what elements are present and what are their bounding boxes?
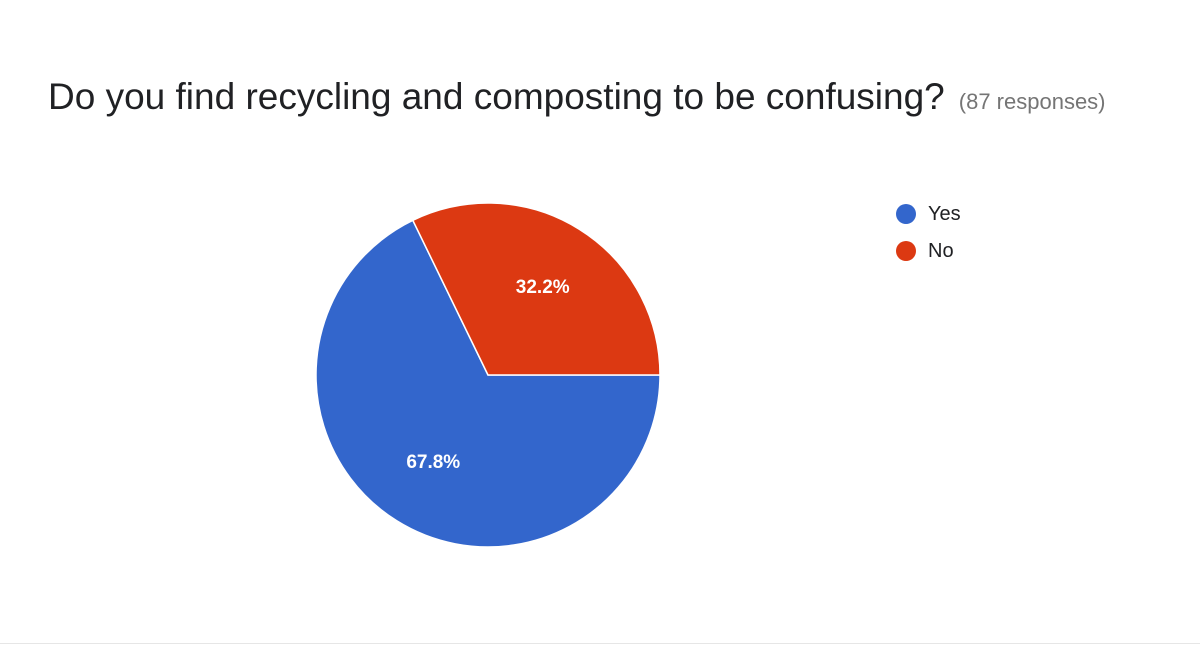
slice-label-no: 32.2%: [516, 277, 570, 298]
legend-marker-yes: [896, 204, 916, 224]
question-title: Do you find recycling and composting to …: [48, 76, 945, 117]
legend-label-no[interactable]: No: [928, 240, 954, 262]
pie-slice-no[interactable]: [411, 202, 661, 376]
legend-marker-no: [896, 241, 916, 261]
slice-label-yes: 67.8%: [406, 452, 460, 473]
pie-slices: [315, 202, 661, 548]
chart-header: Do you find recycling and composting to …: [48, 76, 1106, 118]
pie-slice-yes[interactable]: [315, 219, 661, 548]
response-count: (87 responses): [958, 89, 1106, 114]
legend-label-yes[interactable]: Yes: [928, 203, 961, 225]
chart-legend: Yes No: [896, 203, 961, 262]
pie-labels: 67.8% 32.2%: [406, 277, 569, 473]
